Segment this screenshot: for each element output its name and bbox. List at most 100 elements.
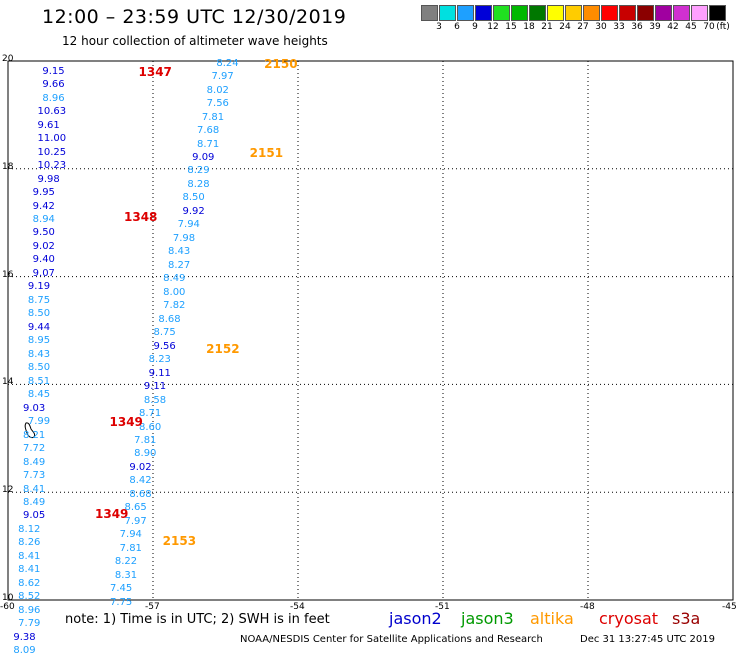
legend-swatch: [637, 5, 654, 21]
swh-reading-track-b: 8.58: [143, 394, 167, 406]
swh-reading-track-b: 8.71: [139, 408, 162, 420]
footer-note: note: 1) Time is in UTC; 2) SWH is in fe…: [65, 612, 330, 627]
swh-reading-track-a: 8.51: [27, 375, 51, 387]
legend-unit: (ft): [716, 22, 730, 32]
swh-reading-track-b: 9.92: [182, 205, 205, 217]
satellite-label-jason3: jason3: [461, 609, 514, 628]
swh-reading-track-b: 8.50: [182, 192, 205, 204]
swh-reading-track-b: 7.45: [110, 583, 133, 595]
swh-reading-track-b: 7.81: [201, 111, 225, 123]
swh-reading-track-a: 8.45: [27, 389, 51, 401]
pass-number-label: 1349: [95, 506, 129, 521]
swh-reading-track-a: 8.12: [18, 523, 41, 535]
pass-number-label: 2151: [249, 145, 284, 160]
lon-tick-label: -60: [0, 602, 15, 612]
legend-swatch: [709, 5, 726, 21]
swh-reading-track-a: 9.07: [32, 267, 55, 279]
swh-reading-track-a: 7.72: [23, 443, 46, 455]
legend-swatch: [673, 5, 690, 21]
legend-label: 42: [667, 22, 679, 32]
legend-swatch: [547, 5, 564, 21]
swh-reading-track-a: 8.49: [23, 456, 46, 468]
swh-reading-track-b: 9.56: [153, 340, 176, 352]
legend-swatch: [439, 5, 456, 21]
swh-reading-track-b: 8.24: [216, 57, 239, 69]
swh-reading-track-a: 9.44: [27, 321, 51, 333]
swh-reading-track-b: 8.31: [114, 569, 138, 581]
swh-reading-track-b: 8.60: [139, 421, 162, 433]
legend-label: 6: [454, 22, 460, 32]
swh-reading-track-a: 10.25: [37, 146, 67, 158]
lat-tick-label: 20: [2, 54, 14, 64]
swh-reading-track-b: 7.97: [211, 71, 234, 83]
swh-reading-track-b: 8.68: [129, 488, 152, 500]
swh-reading-track-b: 8.42: [129, 475, 152, 487]
swh-reading-track-b: 7.97: [124, 515, 147, 527]
lat-tick-label: 14: [2, 377, 14, 388]
swh-reading-track-b: 9.11: [148, 367, 171, 379]
pass-number-label: 1348: [124, 210, 158, 225]
pass-number-label: 1349: [109, 415, 143, 430]
swh-reading-track-b: 7.56: [206, 98, 229, 110]
swh-reading-track-a: 9.40: [32, 254, 55, 266]
legend-swatch: [691, 5, 708, 21]
legend-swatch: [493, 5, 510, 21]
legend-label: 12: [487, 22, 499, 32]
swh-reading-track-b: 8.27: [168, 259, 191, 271]
lon-tick-label: -48: [580, 602, 595, 612]
swh-reading-track-b: 8.71: [197, 138, 220, 150]
swh-reading-track-a: 9.19: [27, 281, 51, 293]
page-subtitle: 12 hour collection of altimeter wave hei…: [62, 34, 328, 48]
island-coastline-icon: [24, 422, 36, 439]
footer-credit: NOAA/NESDIS Center for Satellite Applica…: [240, 634, 543, 645]
lon-tick-label: -54: [290, 602, 305, 612]
pass-number-label: 2153: [162, 533, 197, 548]
swh-reading-track-a: 9.38: [13, 631, 36, 643]
legend-swatch: [511, 5, 528, 21]
swh-reading-track-a: 8.41: [18, 550, 41, 562]
swh-reading-track-a: 8.21: [23, 429, 46, 441]
swh-reading-track-a: 8.26: [18, 537, 41, 549]
legend-swatch: [601, 5, 618, 21]
legend-label: 9: [472, 22, 478, 32]
swh-reading-track-a: 8.52: [18, 591, 41, 603]
legend-label: 15: [505, 22, 517, 32]
lat-tick-label: 12: [2, 485, 14, 496]
swh-reading-track-b: 8.28: [187, 178, 210, 190]
swh-reading-track-b: 8.00: [163, 286, 186, 298]
swh-reading-track-b: 7.81: [119, 542, 142, 554]
swh-reading-track-a: 8.43: [27, 348, 51, 360]
legend-swatch: [619, 5, 636, 21]
swh-reading-track-b: 7.68: [197, 125, 220, 137]
swh-reading-track-a: 10.23: [37, 160, 67, 172]
pass-number-label: 2152: [206, 342, 240, 357]
swh-reading-track-b: 8.43: [168, 246, 191, 258]
legend-label: 36: [631, 22, 643, 32]
lon-tick-label: -51: [435, 602, 450, 612]
swh-reading-track-a: 10.63: [37, 106, 67, 118]
swh-reading-track-b: 7.94: [177, 219, 200, 231]
swh-reading-track-b: 8.22: [114, 556, 138, 568]
legend-label: 70: [703, 22, 715, 32]
swh-reading-track-b: 8.65: [124, 502, 147, 514]
legend-swatch: [529, 5, 546, 21]
swh-reading-track-b: 8.49: [163, 273, 186, 285]
legend-label: 27: [577, 22, 589, 32]
swh-reading-track-a: 8.62: [18, 577, 41, 589]
legend-label: 18: [523, 22, 535, 32]
lat-tick-label: 16: [2, 269, 14, 280]
swh-reading-track-a: 7.99: [27, 416, 51, 428]
swh-reading-track-b: 7.98: [172, 232, 196, 244]
swh-reading-track-a: 9.15: [42, 65, 65, 77]
swh-reading-track-a: 9.95: [32, 187, 55, 199]
legend-label: 24: [559, 22, 571, 32]
legend-label: 39: [649, 22, 661, 32]
swh-reading-track-a: 9.42: [32, 200, 55, 212]
swh-reading-track-b: 7.75: [110, 596, 133, 608]
swh-reading-track-b: 8.68: [158, 313, 181, 325]
legend-label: 45: [685, 22, 697, 32]
swh-reading-track-a: 8.96: [18, 604, 41, 616]
swh-reading-track-b: 8.75: [153, 327, 176, 339]
swh-reading-track-a: 9.50: [32, 227, 55, 239]
